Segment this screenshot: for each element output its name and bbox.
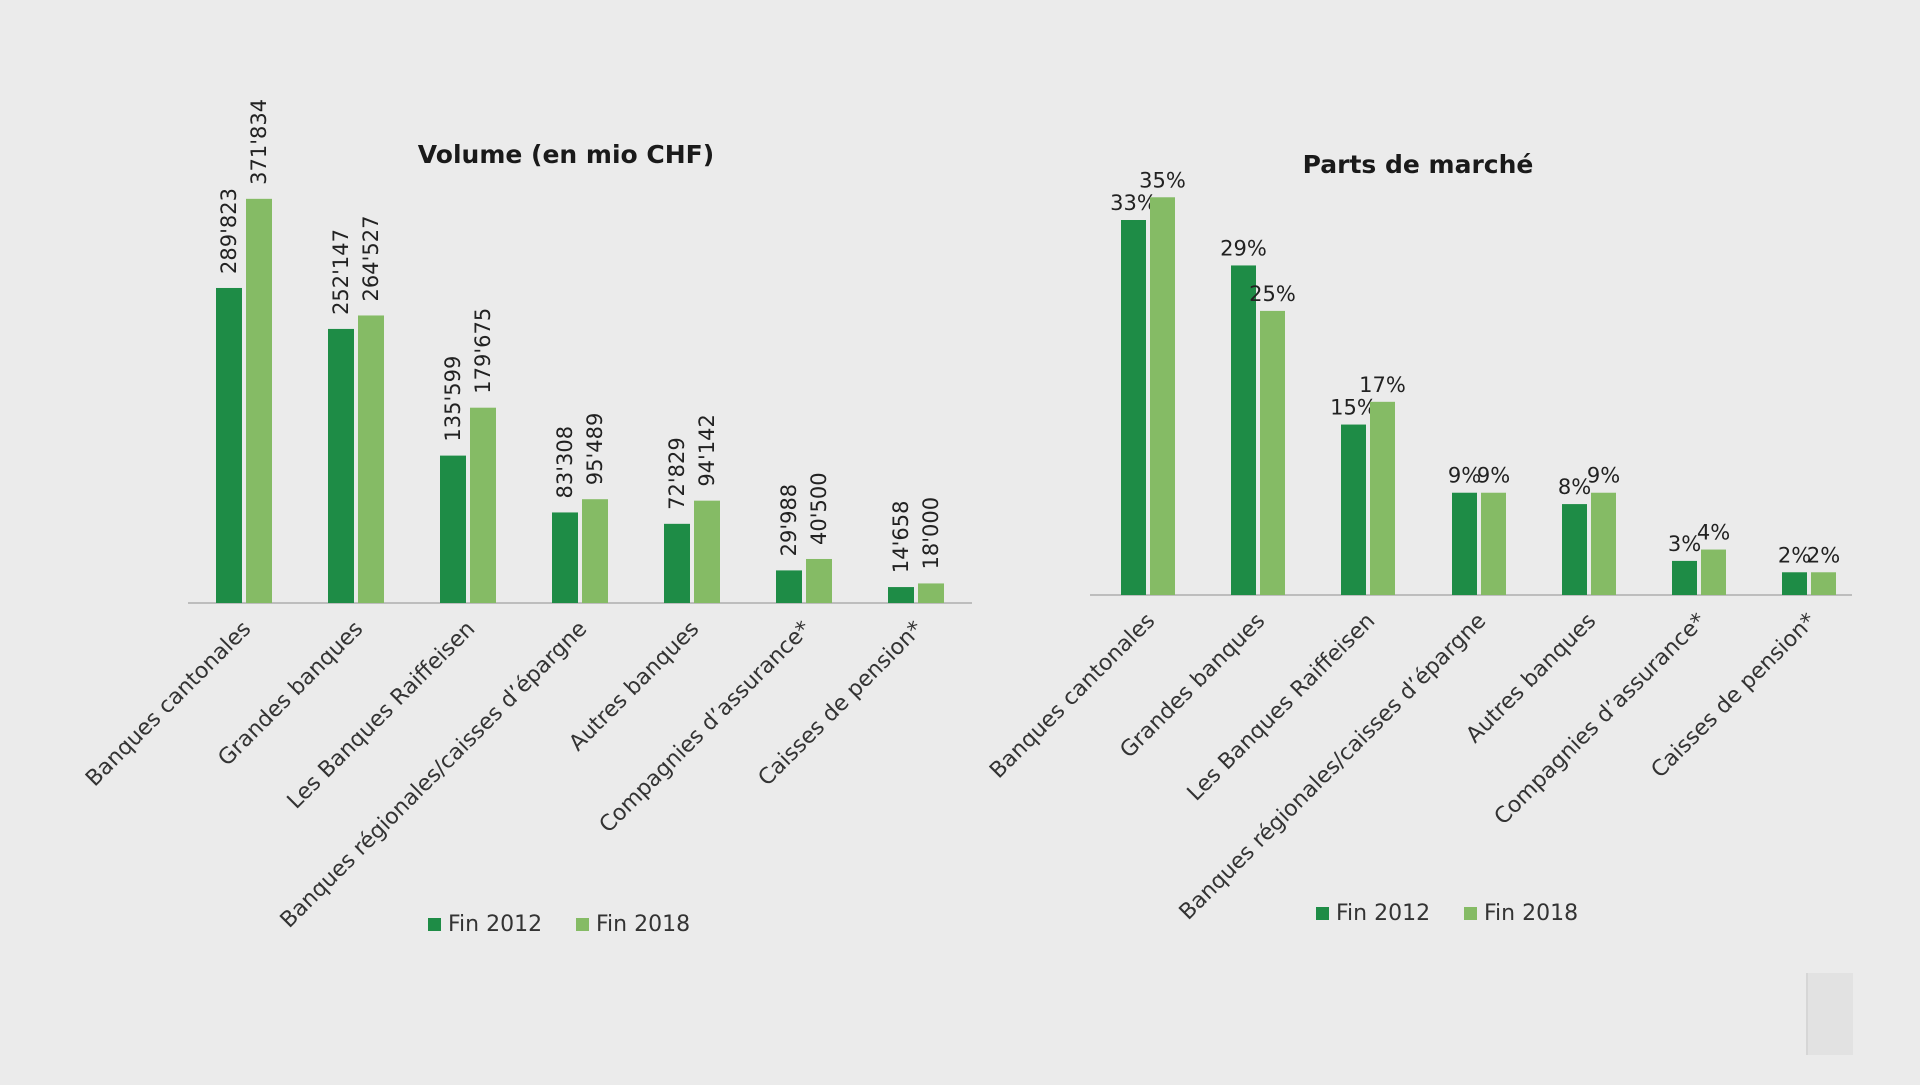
volume-data-label-fin-2018: 94'142 <box>695 414 719 487</box>
volume-data-label-fin-2018: 95'489 <box>583 413 607 486</box>
volume-bar-fin-2018 <box>582 499 608 603</box>
market-share-bar-fin-2018 <box>1591 492 1616 595</box>
market-share-bar-fin-2012 <box>1121 220 1146 595</box>
market-share-category-label: Les Banques Raiffeisen <box>1183 609 1381 807</box>
market-share-bar-fin-2018 <box>1150 197 1175 596</box>
market-share-legend-swatch-fin-2012 <box>1316 907 1329 920</box>
volume-data-label-fin-2012: 289'823 <box>217 188 241 274</box>
volume-data-label-fin-2012: 252'147 <box>329 229 353 315</box>
volume-data-label-fin-2012: 83'308 <box>553 426 577 499</box>
market-share-data-label-fin-2012: 3% <box>1668 532 1701 556</box>
volume-chart: Volume (en mio CHF)289'823371'834Banques… <box>81 99 972 937</box>
volume-bar-fin-2012 <box>888 587 914 603</box>
market-share-bar-fin-2018 <box>1370 401 1395 595</box>
market-share-bar-fin-2018 <box>1701 549 1726 595</box>
volume-data-label-fin-2018: 179'675 <box>471 308 495 394</box>
volume-legend-label-fin-2012: Fin 2012 <box>448 912 542 937</box>
volume-legend-swatch-fin-2012 <box>428 918 441 931</box>
volume-data-label-fin-2012: 135'599 <box>441 356 465 442</box>
market-share-bar-fin-2012 <box>1231 265 1256 595</box>
market-share-legend-label-fin-2012: Fin 2012 <box>1336 901 1430 926</box>
market-share-data-label-fin-2018: 25% <box>1249 282 1296 306</box>
market-share-bar-fin-2012 <box>1452 492 1477 595</box>
market-share-data-label-fin-2018: 9% <box>1587 464 1620 488</box>
volume-bar-fin-2018 <box>470 407 496 603</box>
market-share-chart-title: Parts de marché <box>1303 150 1534 179</box>
volume-category-label: Les Banques Raiffeisen <box>283 617 481 815</box>
volume-bar-fin-2018 <box>246 198 272 603</box>
volume-bar-fin-2018 <box>918 583 944 603</box>
volume-bar-fin-2012 <box>776 570 802 603</box>
volume-data-label-fin-2018: 40'500 <box>807 472 831 545</box>
market-share-data-label-fin-2012: 2% <box>1778 543 1811 567</box>
market-share-category-label: Compagnies d’assurance* <box>1490 609 1711 830</box>
volume-bar-fin-2018 <box>358 315 384 603</box>
market-share-data-label-fin-2018: 4% <box>1697 521 1730 545</box>
market-share-data-label-fin-2012: 33% <box>1110 191 1157 215</box>
market-share-bar-fin-2012 <box>1782 572 1807 595</box>
volume-bar-fin-2012 <box>216 287 242 603</box>
volume-bar-fin-2018 <box>806 558 832 603</box>
market-share-data-label-fin-2018: 35% <box>1139 168 1186 192</box>
volume-bar-fin-2012 <box>664 523 690 603</box>
market-share-data-label-fin-2018: 2% <box>1807 543 1840 567</box>
volume-bar-fin-2012 <box>552 512 578 603</box>
market-share-bar-fin-2018 <box>1481 492 1506 595</box>
scrollbar-thumb[interactable] <box>1806 973 1853 1055</box>
volume-chart-title: Volume (en mio CHF) <box>418 140 714 169</box>
market-share-data-label-fin-2018: 9% <box>1477 464 1510 488</box>
market-share-bar-fin-2012 <box>1341 424 1366 595</box>
market-share-bar-fin-2012 <box>1562 504 1587 595</box>
market-share-data-label-fin-2018: 17% <box>1359 373 1406 397</box>
market-share-bar-fin-2012 <box>1672 560 1697 595</box>
volume-data-label-fin-2012: 29'988 <box>777 484 801 557</box>
volume-bar-fin-2018 <box>694 500 720 603</box>
market-share-bar-fin-2018 <box>1811 572 1836 595</box>
volume-bar-fin-2012 <box>328 328 354 603</box>
market-share-data-label-fin-2012: 15% <box>1330 396 1377 420</box>
volume-data-label-fin-2018: 264'527 <box>359 216 383 302</box>
volume-data-label-fin-2012: 72'829 <box>665 437 689 510</box>
market-share-data-label-fin-2012: 29% <box>1220 236 1267 260</box>
market-share-data-label-fin-2012: 8% <box>1558 475 1591 499</box>
market-share-legend-label-fin-2018: Fin 2018 <box>1484 901 1578 926</box>
volume-category-label: Compagnies d’assurance* <box>595 617 816 838</box>
volume-data-label-fin-2018: 18'000 <box>919 497 943 570</box>
market-share-legend-swatch-fin-2018 <box>1464 907 1477 920</box>
volume-data-label-fin-2012: 14'658 <box>889 500 913 573</box>
market-share-bar-fin-2018 <box>1260 310 1285 595</box>
volume-legend-label-fin-2018: Fin 2018 <box>596 912 690 937</box>
volume-bar-fin-2012 <box>440 455 466 603</box>
market-share-data-label-fin-2012: 9% <box>1448 464 1481 488</box>
volume-legend-swatch-fin-2018 <box>576 918 589 931</box>
volume-data-label-fin-2018: 371'834 <box>247 99 271 185</box>
